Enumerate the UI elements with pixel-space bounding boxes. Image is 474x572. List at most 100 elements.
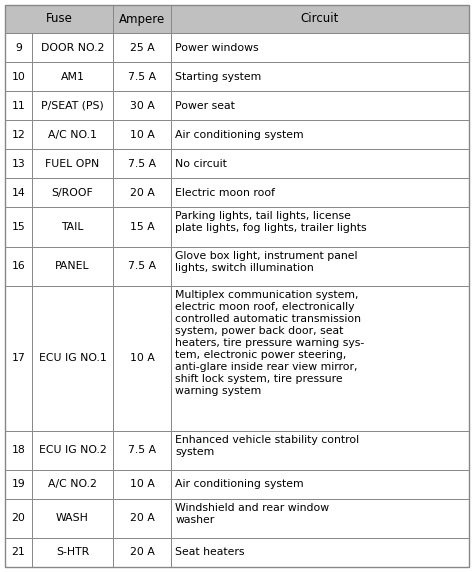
Bar bbox=[171, 470, 469, 499]
Text: 10 A: 10 A bbox=[130, 353, 155, 363]
Text: No circuit: No circuit bbox=[175, 159, 227, 169]
Bar bbox=[5, 247, 32, 286]
Bar bbox=[32, 538, 113, 567]
Bar bbox=[32, 149, 113, 178]
Text: DOOR NO.2: DOOR NO.2 bbox=[41, 42, 104, 53]
Bar bbox=[113, 470, 171, 499]
Bar bbox=[5, 149, 32, 178]
Bar bbox=[171, 5, 469, 33]
Bar bbox=[5, 208, 32, 247]
Text: 12: 12 bbox=[11, 130, 25, 140]
Bar bbox=[171, 538, 469, 567]
Text: Parking lights, tail lights, license
plate lights, fog lights, trailer lights: Parking lights, tail lights, license pla… bbox=[175, 212, 367, 233]
Text: Multiplex communication system,
electric moon roof, electronically
controlled au: Multiplex communication system, electric… bbox=[175, 290, 365, 396]
Text: Windshield and rear window
washer: Windshield and rear window washer bbox=[175, 503, 329, 525]
Bar bbox=[171, 431, 469, 470]
Bar bbox=[171, 499, 469, 538]
Text: 7.5 A: 7.5 A bbox=[128, 261, 156, 271]
Text: 15: 15 bbox=[11, 222, 25, 232]
Text: 18: 18 bbox=[11, 445, 25, 455]
Text: 10: 10 bbox=[11, 72, 26, 82]
Text: 13: 13 bbox=[11, 159, 25, 169]
Bar bbox=[32, 499, 113, 538]
Bar bbox=[113, 431, 171, 470]
Text: ECU IG NO.2: ECU IG NO.2 bbox=[39, 445, 106, 455]
Bar bbox=[113, 499, 171, 538]
Text: Glove box light, instrument panel
lights, switch illumination: Glove box light, instrument panel lights… bbox=[175, 251, 357, 273]
Text: PANEL: PANEL bbox=[55, 261, 90, 271]
Text: Circuit: Circuit bbox=[301, 13, 339, 26]
Bar bbox=[32, 247, 113, 286]
Text: Air conditioning system: Air conditioning system bbox=[175, 130, 304, 140]
Bar bbox=[113, 62, 171, 91]
Text: Air conditioning system: Air conditioning system bbox=[175, 479, 304, 489]
Bar bbox=[32, 208, 113, 247]
Text: 17: 17 bbox=[11, 353, 25, 363]
Bar bbox=[32, 91, 113, 120]
Text: TAIL: TAIL bbox=[61, 222, 84, 232]
Text: 19: 19 bbox=[11, 479, 25, 489]
Text: ECU IG NO.1: ECU IG NO.1 bbox=[39, 353, 106, 363]
Bar bbox=[113, 208, 171, 247]
Bar bbox=[171, 149, 469, 178]
Bar bbox=[5, 120, 32, 149]
Bar bbox=[5, 62, 32, 91]
Text: 20 A: 20 A bbox=[130, 188, 155, 198]
Bar bbox=[5, 5, 113, 33]
Bar bbox=[32, 470, 113, 499]
Bar bbox=[113, 120, 171, 149]
Bar bbox=[32, 431, 113, 470]
Bar bbox=[171, 33, 469, 62]
Text: WASH: WASH bbox=[56, 513, 89, 523]
Text: 7.5 A: 7.5 A bbox=[128, 445, 156, 455]
Bar bbox=[32, 178, 113, 208]
Text: Power seat: Power seat bbox=[175, 101, 235, 111]
Bar bbox=[5, 286, 32, 431]
Text: Electric moon roof: Electric moon roof bbox=[175, 188, 275, 198]
Text: Starting system: Starting system bbox=[175, 72, 261, 82]
Text: 20: 20 bbox=[11, 513, 26, 523]
Bar bbox=[5, 91, 32, 120]
Bar bbox=[113, 178, 171, 208]
Text: P/SEAT (PS): P/SEAT (PS) bbox=[41, 101, 104, 111]
Bar bbox=[171, 286, 469, 431]
Text: S/ROOF: S/ROOF bbox=[52, 188, 93, 198]
Text: 20 A: 20 A bbox=[130, 547, 155, 558]
Text: 7.5 A: 7.5 A bbox=[128, 72, 156, 82]
Bar bbox=[171, 91, 469, 120]
Bar bbox=[32, 286, 113, 431]
Text: A/C NO.1: A/C NO.1 bbox=[48, 130, 97, 140]
Text: Power windows: Power windows bbox=[175, 42, 259, 53]
Text: FUEL OPN: FUEL OPN bbox=[46, 159, 100, 169]
Bar bbox=[113, 33, 171, 62]
Text: AM1: AM1 bbox=[61, 72, 84, 82]
Bar bbox=[171, 208, 469, 247]
Text: S-HTR: S-HTR bbox=[56, 547, 89, 558]
Bar bbox=[32, 33, 113, 62]
Bar bbox=[32, 62, 113, 91]
Text: 9: 9 bbox=[15, 42, 22, 53]
Text: 30 A: 30 A bbox=[130, 101, 155, 111]
Bar bbox=[171, 247, 469, 286]
Text: A/C NO.2: A/C NO.2 bbox=[48, 479, 97, 489]
Bar bbox=[5, 499, 32, 538]
Bar bbox=[5, 33, 32, 62]
Bar bbox=[171, 178, 469, 208]
Text: 10 A: 10 A bbox=[130, 130, 155, 140]
Bar bbox=[5, 178, 32, 208]
Text: 15 A: 15 A bbox=[130, 222, 155, 232]
Text: 20 A: 20 A bbox=[130, 513, 155, 523]
Text: Enhanced vehicle stability control
system: Enhanced vehicle stability control syste… bbox=[175, 435, 359, 456]
Bar bbox=[113, 247, 171, 286]
Text: 7.5 A: 7.5 A bbox=[128, 159, 156, 169]
Bar bbox=[171, 120, 469, 149]
Text: 16: 16 bbox=[11, 261, 25, 271]
Text: 14: 14 bbox=[11, 188, 25, 198]
Text: 10 A: 10 A bbox=[130, 479, 155, 489]
Bar bbox=[113, 91, 171, 120]
Bar bbox=[5, 538, 32, 567]
Text: Ampere: Ampere bbox=[119, 13, 165, 26]
Bar bbox=[5, 470, 32, 499]
Bar bbox=[113, 5, 171, 33]
Text: 11: 11 bbox=[11, 101, 25, 111]
